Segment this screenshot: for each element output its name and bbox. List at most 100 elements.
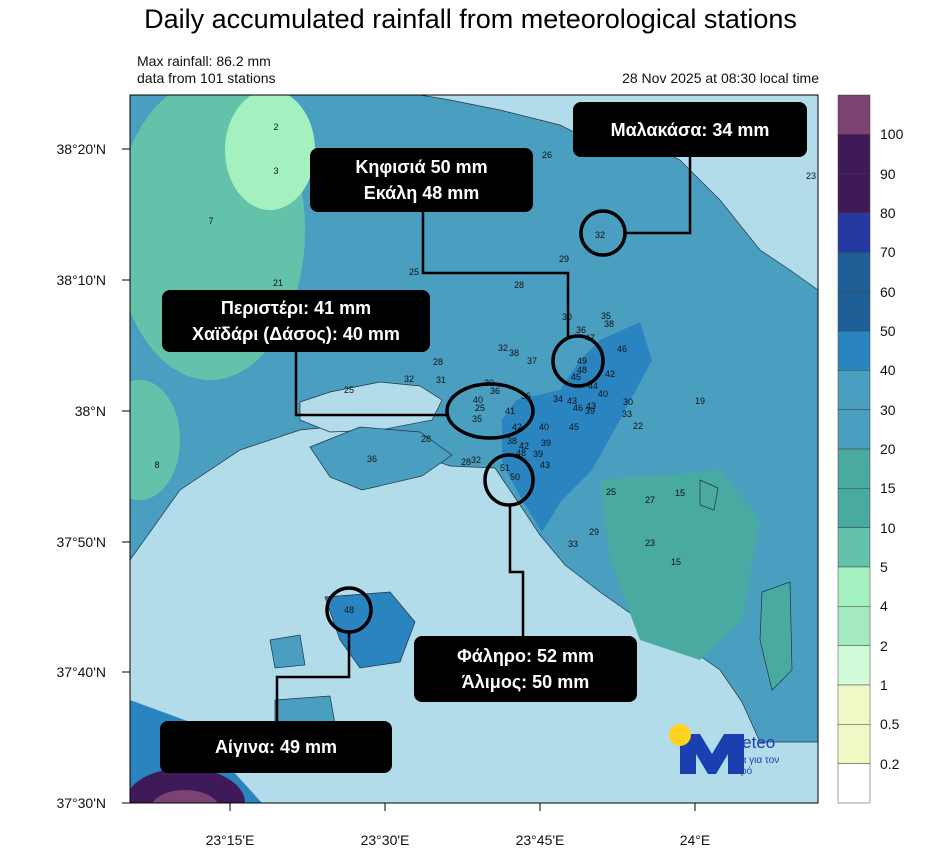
colorbar-segment	[837, 330, 871, 371]
station-value: 48	[577, 365, 587, 375]
station-value: 28	[421, 434, 431, 444]
colorbar-segment	[837, 409, 871, 450]
station-value: 40	[473, 395, 483, 405]
meteo-logo	[669, 724, 744, 774]
station-value: 49	[577, 356, 587, 366]
euboea-island	[759, 581, 793, 691]
station-value: 34	[553, 394, 563, 404]
timestamp: 28 Nov 2025 at 08:30 local time	[622, 70, 819, 86]
station-callout: Αίγινα: 49 mm	[160, 721, 392, 773]
station-value: 44	[588, 381, 598, 391]
station-value: 50	[510, 472, 520, 482]
station-value: 39	[541, 438, 551, 448]
station-value: 28	[514, 280, 524, 290]
extreme-rain-zone	[130, 768, 245, 803]
station-value: 48	[516, 448, 526, 458]
station-value: 26	[542, 150, 552, 160]
station-value: 33	[568, 539, 578, 549]
callout-leader-line	[421, 212, 570, 338]
lat-label: 38°20'N	[56, 141, 106, 157]
max-rainfall: Max rainfall: 86.2 mm data from 101 stat…	[137, 53, 276, 87]
lon-label: 23°15'E	[205, 832, 255, 848]
station-highlight-circle	[551, 334, 605, 388]
callout-text: Κηφισιά 50 mm	[355, 157, 488, 177]
lat-label: 37°30'N	[56, 795, 106, 811]
station-value: 46	[617, 344, 627, 354]
station-value: 30	[623, 397, 633, 407]
colorbar-label: 100	[880, 126, 904, 143]
station-value: 27	[645, 495, 655, 505]
colorbar-segment	[837, 448, 871, 489]
very-low-rain-zone	[225, 95, 315, 210]
colorbar-label: 0.5	[880, 716, 900, 733]
station-value: 29	[559, 254, 569, 264]
callout-text: Εκάλη 48 mm	[363, 183, 480, 203]
callout-text: Άλιμος: 50 mm	[461, 672, 590, 692]
colorbar-label: 30	[880, 401, 896, 418]
station-value: 42	[512, 422, 522, 432]
station-value: 36	[367, 454, 377, 464]
islet	[269, 634, 306, 669]
station-value: 15	[671, 557, 681, 567]
station-value: 32	[595, 230, 605, 240]
lat-label: 37°40'N	[56, 664, 106, 680]
station-value: 41	[505, 406, 515, 416]
station-value: 33	[622, 409, 632, 419]
station-value: 38	[604, 319, 614, 329]
station-highlight-circle	[579, 209, 627, 257]
station-value: 36	[490, 386, 500, 396]
station-value: 32	[498, 343, 508, 353]
station-value: 32	[404, 374, 414, 384]
station-value: 35	[601, 311, 611, 321]
logo-name: Meteo	[728, 733, 776, 752]
station-value: 15	[675, 488, 685, 498]
colorbar-segment	[837, 606, 871, 646]
callout-leader-line	[294, 352, 447, 417]
station-value: 43	[540, 460, 550, 470]
callout-leader-line	[275, 633, 351, 721]
lat-label: 38°N	[74, 403, 106, 419]
callout-text: Μαλακάσα: 34 mm	[610, 119, 770, 140]
colorbar-segment	[837, 94, 871, 135]
station-value: 7	[208, 216, 213, 226]
lon-label: 24°E	[679, 832, 711, 848]
low-rain-zone-west	[130, 380, 180, 500]
station-value: 43	[586, 401, 596, 411]
station-value: 45	[571, 372, 581, 382]
logo-tagline: Όλα για τον καιρό	[728, 755, 780, 777]
colorbar-label: 10	[880, 519, 896, 536]
colorbar-label: 90	[880, 165, 896, 182]
station-value: 38	[507, 436, 517, 446]
station-value: 32	[471, 455, 481, 465]
lat-label: 37°50'N	[56, 534, 106, 550]
station-value: 38	[509, 348, 519, 358]
colorbar-label: 4	[880, 598, 888, 615]
lon-label: 23°30'E	[360, 832, 410, 848]
station-count-text: data from 101 stations	[137, 70, 276, 86]
colorbar-segment	[837, 252, 871, 292]
colorbar-label: 15	[880, 480, 896, 497]
station-value: 23	[645, 538, 655, 548]
colorbar-label: 70	[880, 244, 896, 261]
colorbar-label: 1	[880, 677, 888, 693]
station-value: 3	[273, 166, 278, 176]
callout-text: Χαϊδάρι (Δάσος): 40 mm	[192, 324, 400, 344]
station-value: 21	[273, 278, 283, 288]
station-highlight-circle	[445, 382, 535, 440]
extreme-rain-core	[152, 790, 218, 803]
colorbar-label: 0.2	[880, 755, 900, 772]
station-value: 25	[606, 487, 616, 497]
station-value: 19	[695, 396, 705, 406]
station-value: 40	[598, 389, 608, 399]
station-value: 28	[461, 457, 471, 467]
elefsina-bay	[299, 381, 443, 433]
heavy-rain-zone	[502, 322, 652, 532]
station-value: 28	[433, 357, 443, 367]
station-value: 42	[605, 369, 615, 379]
station-value: 39	[585, 406, 595, 416]
aegina-island	[324, 591, 416, 669]
colorbar-segment	[837, 134, 871, 174]
colorbar-segment	[837, 566, 871, 607]
islet	[699, 479, 719, 511]
